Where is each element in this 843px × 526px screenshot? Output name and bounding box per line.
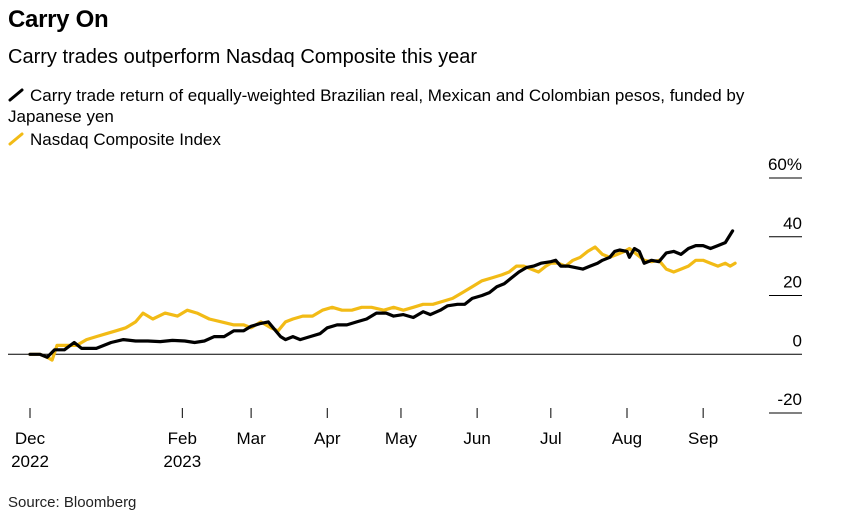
x-tick-label: Mar <box>236 429 266 448</box>
legend-swatch-nasdaq <box>8 132 24 146</box>
y-tick-label: 20 <box>783 273 802 292</box>
y-tick-label: 40 <box>783 214 802 233</box>
x-tick-label-year: 2022 <box>11 452 49 471</box>
legend-swatch-carry <box>8 88 24 102</box>
x-tick-label: Feb <box>168 429 197 448</box>
legend-label-carry: Carry trade return of equally-weighted B… <box>8 86 745 126</box>
y-tick-label: 60% <box>768 155 802 174</box>
x-tick-label: May <box>385 429 418 448</box>
series-line-carry <box>28 229 735 359</box>
chart-subtitle: Carry trades outperform Nasdaq Composite… <box>8 46 478 68</box>
source-note: Source: Bloomberg <box>8 494 137 511</box>
x-tick-label: Dec <box>15 429 46 448</box>
x-tick-label: Sep <box>688 429 718 448</box>
legend-item-carry: Carry trade return of equally-weighted B… <box>8 85 768 127</box>
x-tick-label: Apr <box>314 429 341 448</box>
x-tick-label: Jun <box>463 429 490 448</box>
series-line-nasdaq <box>28 245 737 362</box>
legend-item-nasdaq: Nasdaq Composite Index <box>8 129 768 150</box>
x-tick-label: Jul <box>540 429 562 448</box>
line-chart: 60% 40 20 0 -20 Dec 2022 Feb 2023 Mar Apr May Jun Jul… <box>8 155 802 471</box>
legend-label-nasdaq: Nasdaq Composite Index <box>30 130 221 149</box>
x-tick-label: Aug <box>612 429 642 448</box>
y-tick-label: -20 <box>777 390 802 409</box>
y-tick-label: 0 <box>793 331 802 350</box>
x-tick-label-year: 2023 <box>163 452 201 471</box>
chart-title: Carry On <box>8 6 109 33</box>
